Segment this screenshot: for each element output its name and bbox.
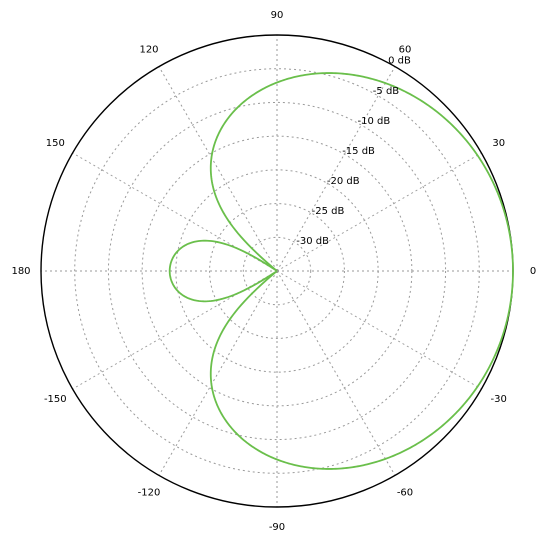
angle-tick-label: 120 (139, 44, 158, 55)
grid-spoke (276, 270, 396, 476)
angle-tick-label: -120 (138, 488, 161, 499)
radial-tick-label: -10 dB (358, 116, 391, 127)
angle-tick-label: 90 (271, 10, 284, 21)
grid-spoke (276, 152, 482, 272)
angle-tick-label: 180 (11, 266, 30, 277)
grid-circle (74, 68, 480, 474)
grid-spoke (158, 66, 278, 272)
radial-tick-label: -20 dB (327, 176, 360, 187)
grid-circle (107, 101, 447, 441)
series-line (168, 72, 514, 470)
data-series-layer (168, 72, 514, 470)
angle-tick-label: -150 (44, 394, 67, 405)
angle-tick-label: -30 (491, 394, 507, 405)
grid-circle (242, 236, 312, 306)
radial-tick-label: -30 dB (296, 236, 329, 247)
angle-tick-label: 60 (399, 44, 412, 55)
grid-circle (209, 203, 345, 339)
grid-spoke (72, 270, 278, 390)
radial-tick-label: -5 dB (373, 86, 399, 97)
grid-spoke (158, 270, 278, 476)
angle-tick-label: 150 (46, 138, 65, 149)
angle-tick-label: -90 (269, 522, 285, 533)
angle-tick-label: 30 (492, 138, 505, 149)
grid-spoke (276, 270, 482, 390)
radial-tick-label: -25 dB (312, 206, 345, 217)
radial-tick-label: -15 dB (342, 146, 375, 157)
angle-tick-label: 0 (530, 266, 536, 277)
grid-circle (141, 135, 413, 407)
grid-spoke (276, 66, 396, 272)
angle-tick-label: -60 (397, 488, 413, 499)
grid-spoke (72, 152, 278, 272)
radial-tick-label: 0 dB (388, 56, 411, 67)
axis-labels: 0 30 60 90 120 150 180 -150 -120 -90 -60 -30 0 dB -5 … (11, 10, 536, 533)
